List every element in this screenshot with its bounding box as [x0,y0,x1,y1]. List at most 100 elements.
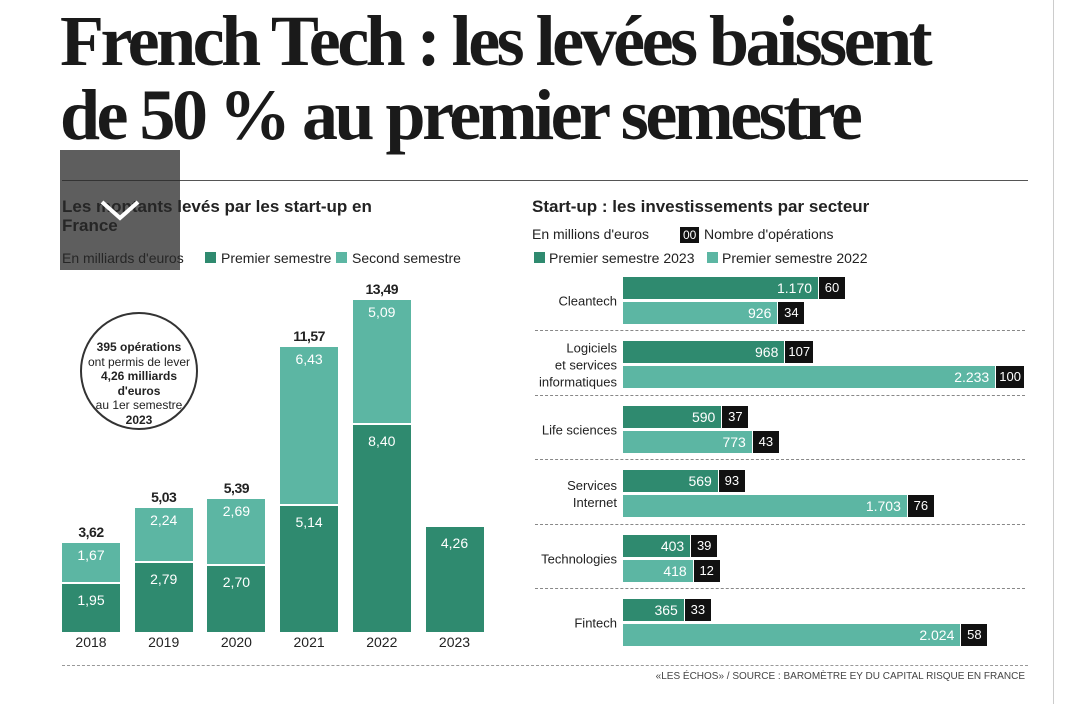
bar-value-label: 1.170 [776,280,813,296]
legend-swatch [205,252,216,263]
x-tick-label: 2021 [293,634,325,650]
operations-box: 33 [684,599,711,621]
bar [623,341,785,364]
page-edge [1053,0,1054,704]
rule [62,665,1028,666]
total-label: 11,57 [293,328,325,345]
bar [425,527,484,632]
annotation-line: d'euros [117,383,161,398]
bar [207,499,266,564]
bar [623,405,722,428]
bar [623,495,907,518]
operations-box: 107 [785,341,814,364]
bar [623,470,718,493]
bar [352,425,411,632]
bar-value-label: 4,26 [440,535,469,552]
bar-value-label: 6,43 [295,351,323,368]
bar-value-label: 2,24 [150,512,178,529]
bar [623,534,691,557]
annotation-line: 4,26 milliards [100,369,178,383]
bar-value-label: 365 [654,602,678,618]
bar-value-label: 1,67 [77,546,105,563]
bar [62,542,120,583]
bar-value-label: 1,95 [77,592,105,609]
bar-value-label: 590 [691,408,716,425]
x-tick-label: 2022 [366,634,398,650]
legend-label: Nombre d'opérations [704,226,834,242]
category-label: Life sciences [541,422,617,438]
legend-label: Premier semestre [221,250,332,266]
operations-box: 60 [819,277,846,299]
chevron [100,200,140,221]
bar-value-label: 8,40 [368,433,396,450]
legend-label: Premier semestre 2022 [722,250,868,266]
title-line: de 50 % au premier semestre [60,75,863,155]
chart-subtitle: En millions d'euros [532,226,650,242]
x-tick-label: 2023 [438,634,471,650]
total-label: 13,49 [365,281,399,298]
category-label: Services Internet [567,478,617,511]
bar [623,624,961,646]
total-label: 5,03 [151,489,177,506]
total-label: 5,39 [223,480,250,497]
operations-box: 58 [961,624,988,646]
chart-title: Start-up : les investissements par secte… [532,197,870,216]
source: «LES ÉCHOS» / SOURCE : BAROMÈTRE EY DU C… [655,671,1025,682]
bar-value-label: 2,70 [222,573,251,590]
bar-value-label: 773 [722,433,746,450]
bar-value-label: 1.703 [865,498,901,515]
bar [623,430,752,453]
bar [623,599,684,621]
title-line: French Tech : les levées baissent [60,1,933,81]
bar [207,565,266,632]
bar [623,302,778,324]
operations-box: 37 [722,405,749,428]
bar-value-label: 2,79 [150,571,178,588]
bar [352,300,411,424]
annotation-line: 2023 [125,412,153,427]
category-label: Logiciels et services informatiques [538,340,617,390]
bar [134,508,193,562]
bar-value-label: 403 [660,537,685,554]
category-label: Fintech [574,615,617,631]
bar-value-label: 968 [755,344,779,361]
overlay-button[interactable] [60,150,180,270]
bar [623,366,996,389]
category-label: Cleantech [558,293,617,309]
rule [62,180,1028,181]
separator [535,459,1025,461]
x-tick-label: 2018 [75,634,107,650]
separator [535,588,1025,589]
operations-box: 76 [907,495,934,518]
bar [134,563,193,632]
bar-value-label: 2,69 [222,503,251,520]
legend-ops-sample: 00 [680,227,700,243]
operations-box: 43 [752,430,779,453]
legend-swatch [707,252,718,263]
x-tick-label: 2020 [220,634,252,650]
operations-box: 93 [718,470,745,493]
legend-label: Premier semestre 2023 [549,250,695,266]
bar-value-label: 5,09 [368,304,396,321]
bar-value-label: 569 [688,473,712,490]
bar [623,277,819,299]
operations-box: 39 [691,534,718,557]
legend-label: Second semestre [352,250,461,266]
bar-value-label: 2.233 [954,369,990,386]
operations-box: 12 [693,559,720,582]
bar-value-label: 5,14 [295,513,323,530]
legend-swatch [534,252,545,263]
bar [280,347,339,504]
x-tick-label: 2019 [148,634,180,650]
separator [535,523,1025,525]
bar [62,584,120,632]
bar-value-label: 2.024 [919,627,955,643]
annotation-line: au 1er semestre [95,398,183,412]
bar-value-label: 926 [748,305,772,321]
category-label: Technologies [541,551,617,567]
legend-swatch [336,252,347,263]
separator [535,394,1025,396]
operations-box: 100 [996,366,1024,389]
annotation-line: ont permis de lever [87,354,191,369]
